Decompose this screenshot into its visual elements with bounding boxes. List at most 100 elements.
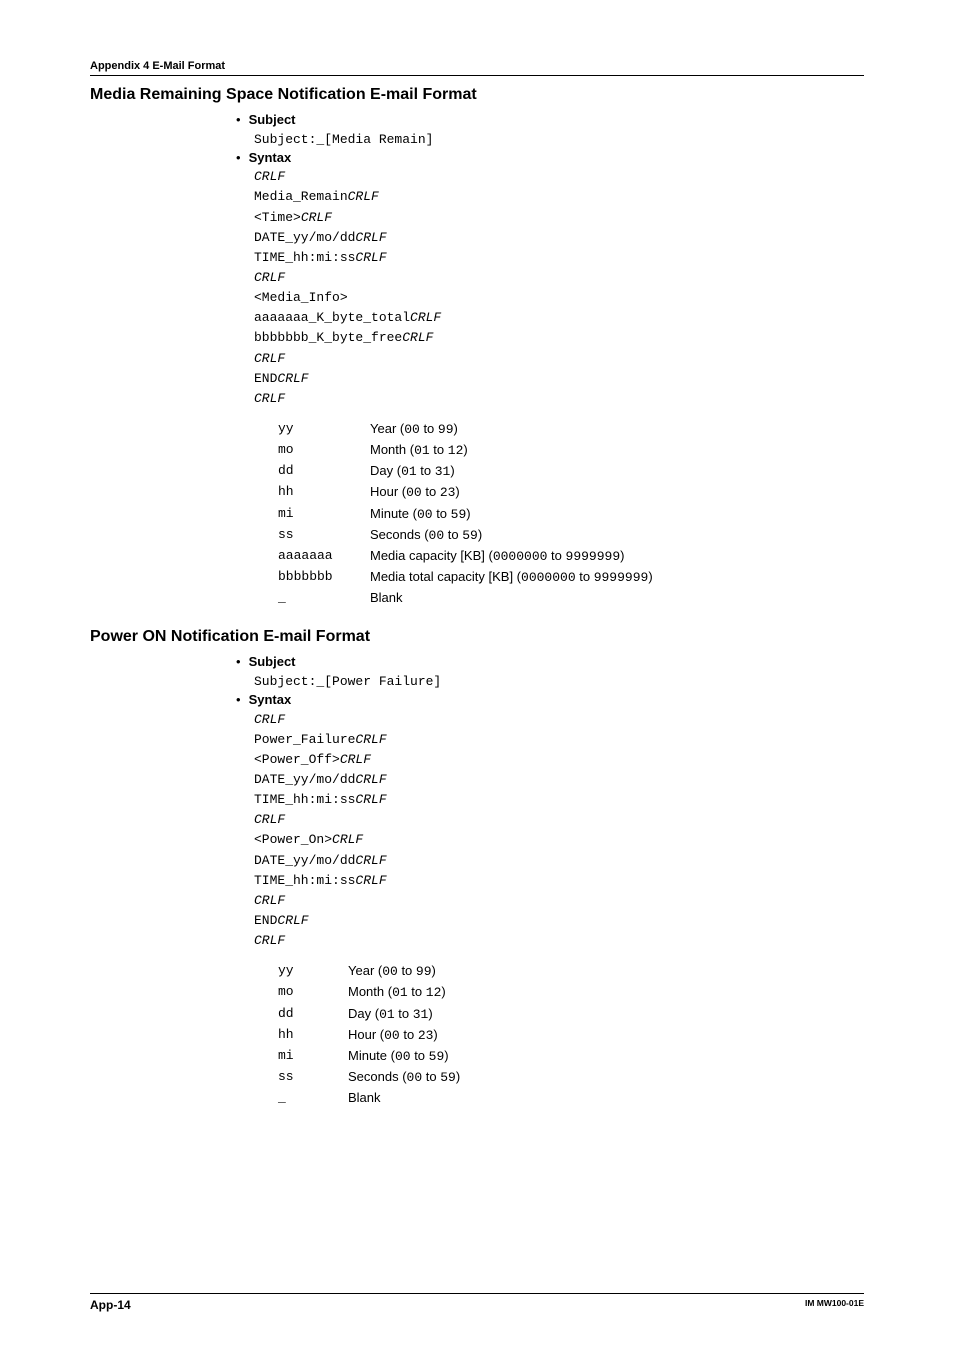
def-val: Seconds (00 to 59) [370,525,482,546]
syntax-line: DATE_yy/mo/ddCRLF [254,228,864,248]
t: 9999999 [594,570,649,585]
t: 01 [392,985,408,1000]
syntax-text: TIME_hh:mi:ss [254,250,355,265]
def-row: ssSeconds (00 to 59) [278,525,864,546]
def-val: Media capacity [KB] (0000000 to 9999999) [370,546,624,567]
t: 00 [404,422,420,437]
syntax-crlf: CRLF [355,772,386,787]
t: Hour ( [348,1027,384,1042]
syntax-crlf: CRLF [301,210,332,225]
syntax-text: bbbbbbb_K_byte_free [254,330,402,345]
syntax-crlf: CRLF [332,832,363,847]
syntax-text: DATE_yy/mo/dd [254,853,355,868]
syntax-line: Power_FailureCRLF [254,730,864,750]
t: 00 [429,528,445,543]
syntax-line: <Time>CRLF [254,208,864,228]
syntax-text: DATE_yy/mo/dd [254,230,355,245]
def-key: mo [278,982,348,1003]
t: ) [433,1027,437,1042]
syntax-text: END [254,371,277,386]
t: ) [455,484,459,499]
syntax-line: TIME_hh:mi:ssCRLF [254,790,864,810]
t: to [547,548,565,563]
t: 31 [435,464,451,479]
syntax-line: CRLF [254,268,864,288]
t: 00 [417,507,433,522]
t: to [398,963,416,978]
t: to [417,463,435,478]
t: 00 [406,485,422,500]
syntax-line: TIME_hh:mi:ssCRLF [254,871,864,891]
bullet-icon: • [236,112,241,128]
syntax-line: ENDCRLF [254,369,864,389]
t: ) [648,569,652,584]
syntax-crlf: CRLF [348,189,379,204]
t: Minute ( [370,506,417,521]
syntax-crlf: CRLF [402,330,433,345]
t: Hour ( [370,484,406,499]
def-val: Seconds (00 to 59) [348,1067,460,1088]
def-val: Day (01 to 31) [348,1004,433,1025]
t: ) [450,463,454,478]
syntax-line: <Power_Off>CRLF [254,750,864,770]
def-row: hhHour (00 to 23) [278,482,864,503]
syntax-line: CRLF [254,891,864,911]
syntax-line: DATE_yy/mo/ddCRLF [254,851,864,871]
t: 59 [440,1070,456,1085]
t: to [433,506,451,521]
syntax-line: TIME_hh:mi:ssCRLF [254,248,864,268]
def-key: yy [278,419,370,440]
syntax-text: DATE_yy/mo/dd [254,772,355,787]
def-row: _Blank [278,588,864,608]
t: 01 [379,1007,395,1022]
def-val: Media total capacity [KB] (0000000 to 99… [370,567,653,588]
syntax-crlf: CRLF [355,873,386,888]
def-row: ddDay (01 to 31) [278,1004,864,1025]
def-val: Hour (00 to 23) [370,482,460,503]
t: 00 [395,1049,411,1064]
t: to [444,527,462,542]
def-key: bbbbbbb [278,567,370,588]
syntax-crlf: CRLF [355,853,386,868]
def-key: yy [278,961,348,982]
syntax-label: Syntax [249,150,292,165]
def-key: dd [278,461,370,482]
t: to [422,1069,440,1084]
t: 01 [401,464,417,479]
t: 0000000 [521,570,576,585]
definition-table: yyYear (00 to 99) moMonth (01 to 12) ddD… [278,961,864,1108]
def-val: Month (01 to 12) [348,982,446,1003]
t: 59 [429,1049,445,1064]
t: 23 [440,485,456,500]
def-row: bbbbbbbMedia total capacity [KB] (000000… [278,567,864,588]
def-val: Year (00 to 99) [370,419,458,440]
def-val: Minute (00 to 59) [348,1046,449,1067]
t: 99 [416,964,432,979]
t: ) [454,421,458,436]
t: to [400,1027,418,1042]
def-key: dd [278,1004,348,1025]
t: ) [456,1069,460,1084]
t: to [408,984,426,999]
definition-table: yyYear (00 to 99) moMonth (01 to 12) ddD… [278,419,864,608]
def-row: moMonth (01 to 12) [278,982,864,1003]
t: 99 [438,422,454,437]
t: Media total capacity [KB] ( [370,569,521,584]
t: ) [432,963,436,978]
t: to [411,1048,429,1063]
syntax-line: aaaaaaa_K_byte_totalCRLF [254,308,864,328]
t: 31 [413,1007,429,1022]
def-val: Blank [370,588,403,608]
def-row: yyYear (00 to 99) [278,961,864,982]
syntax-bullet: • Syntax [236,692,864,708]
section-heading-media: Media Remaining Space Notification E-mai… [90,86,864,104]
def-key: _ [278,588,370,608]
section1-content: • Subject Subject:_[Media Remain] • Synt… [236,112,864,608]
syntax-text: END [254,913,277,928]
syntax-line: CRLF [254,810,864,830]
bullet-icon: • [236,654,241,670]
t: ) [428,1006,432,1021]
appendix-header: Appendix 4 E-Mail Format [90,60,864,76]
t: 00 [384,1028,400,1043]
section-heading-power: Power ON Notification E-mail Format [90,628,864,646]
